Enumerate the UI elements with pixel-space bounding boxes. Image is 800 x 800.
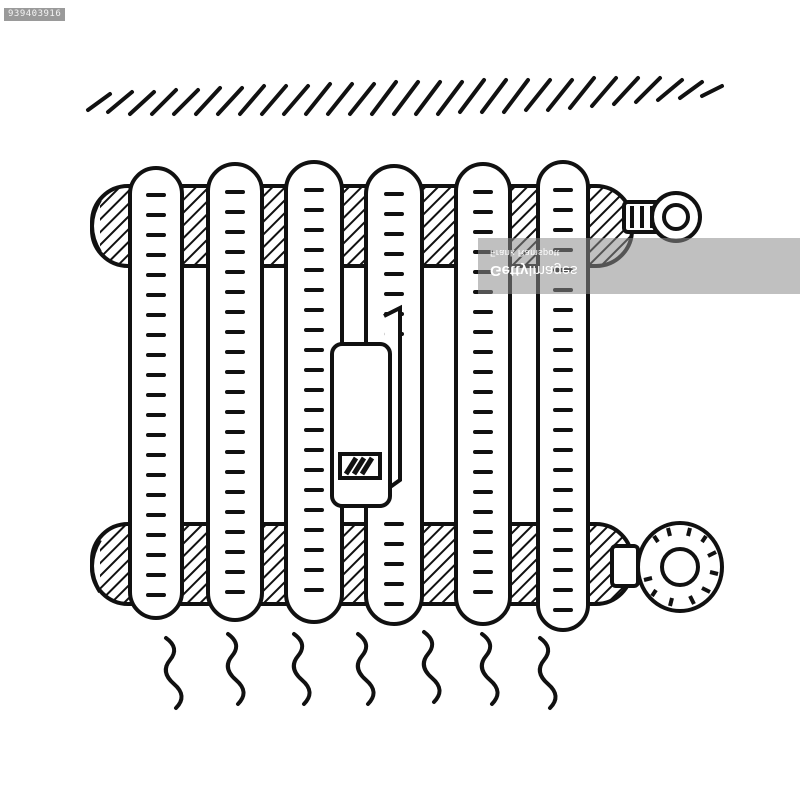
top-valve-icon xyxy=(622,191,702,243)
watermark-brand-light: Images xyxy=(528,262,578,279)
watermark-brand: GettyImages xyxy=(490,262,578,279)
watermark-banner: Frank Ramspott GettyImages xyxy=(478,238,800,294)
thermostatic-valve-icon xyxy=(610,521,724,613)
stock-id-label: 939403916 xyxy=(4,8,66,21)
watermark-credit: Frank Ramspott xyxy=(490,248,560,258)
watermark-brand-bold: Getty xyxy=(490,262,529,279)
control-unit-icon xyxy=(330,304,402,508)
wall-shading xyxy=(86,76,724,116)
column-6 xyxy=(536,160,590,632)
heat-waves xyxy=(163,630,558,710)
